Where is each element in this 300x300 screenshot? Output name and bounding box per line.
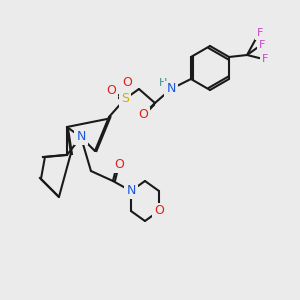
Text: S: S (121, 92, 129, 106)
Text: O: O (106, 85, 116, 98)
Text: O: O (138, 109, 148, 122)
Text: H: H (159, 78, 167, 88)
Text: F: F (257, 28, 263, 38)
Text: O: O (114, 158, 124, 172)
Text: O: O (154, 205, 164, 218)
Text: N: N (166, 82, 176, 95)
Text: N: N (126, 184, 136, 197)
Text: O: O (122, 76, 132, 89)
Text: F: F (262, 54, 268, 64)
Text: F: F (259, 40, 265, 50)
Text: N: N (76, 130, 86, 143)
